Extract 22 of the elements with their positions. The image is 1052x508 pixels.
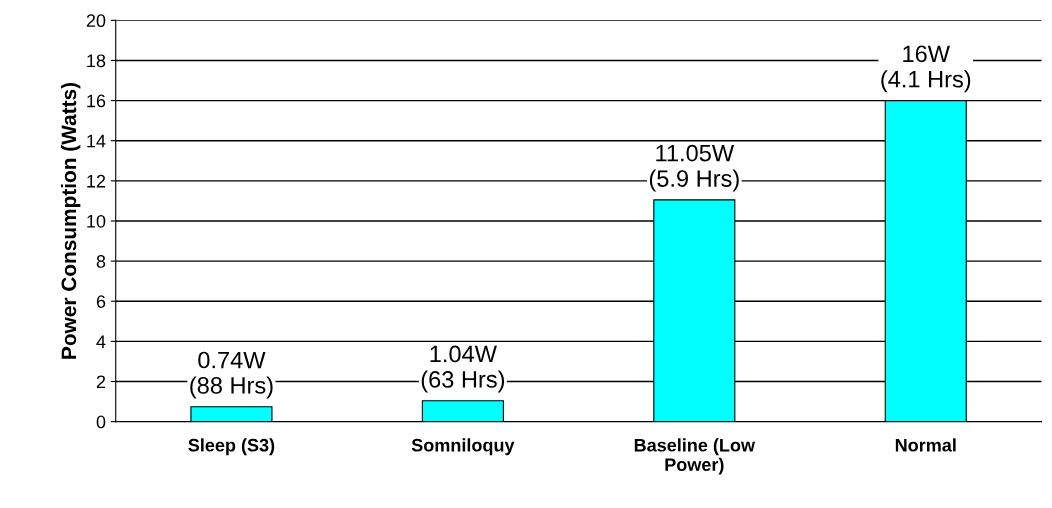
bar xyxy=(190,406,273,422)
x-tick-label: Normal xyxy=(895,438,956,452)
y-tick-label: 18 xyxy=(87,54,106,68)
data-label: 1.04W (63 Hrs) xyxy=(421,345,505,393)
y-tick-label: 20 xyxy=(86,14,106,28)
y-tick-label: 14 xyxy=(87,134,106,148)
y-tick-label: 8 xyxy=(96,255,106,268)
y-tick-label: 16 xyxy=(87,94,106,108)
bar xyxy=(421,400,504,422)
data-label: 0.74W (88 Hrs) xyxy=(190,351,273,399)
y-tick-label: 6 xyxy=(96,295,106,308)
data-label: 16W (4.1 Hrs) xyxy=(881,45,971,93)
y-tick-label: 10 xyxy=(87,214,106,228)
y-axis-title: Power Consumption (Watts) xyxy=(60,82,81,359)
x-tick-label: Somniloquy xyxy=(411,438,515,456)
y-tick-label: 0 xyxy=(96,415,106,429)
y-tick-label: 12 xyxy=(87,174,106,188)
y-tick-label: 2 xyxy=(96,375,106,389)
x-tick-label: Baseline (Low Power) xyxy=(634,438,756,475)
data-label: 11.05W (5.9 Hrs) xyxy=(649,144,739,192)
x-tick-label: Sleep (S3) xyxy=(188,438,275,456)
y-tick-label: 4 xyxy=(96,335,106,348)
